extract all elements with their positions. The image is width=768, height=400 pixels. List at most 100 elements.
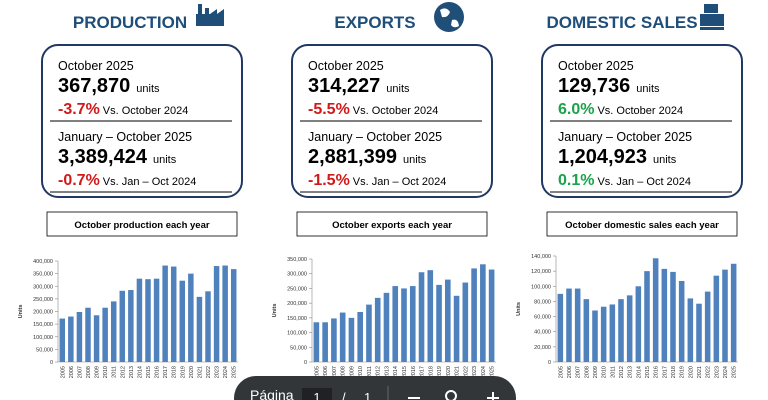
x-tick-label: 2016 <box>411 366 417 378</box>
compare-label: Vs. October 2024 <box>353 105 439 117</box>
y-axis-label: Units <box>272 304 278 318</box>
stat-number: 314,227 <box>308 75 380 97</box>
y-tick-label: 250,000 <box>33 297 53 303</box>
y-tick-label: 250,000 <box>287 286 307 292</box>
page-input[interactable] <box>302 388 332 400</box>
stat-value: 367,870 units <box>58 75 160 97</box>
bar <box>170 266 177 362</box>
bar <box>618 299 624 362</box>
bar <box>179 280 186 362</box>
x-tick-label: 2010 <box>103 366 109 378</box>
bar <box>445 279 451 362</box>
bar <box>339 312 346 362</box>
x-tick-label: 2025 <box>490 366 496 378</box>
y-tick-label: 300,000 <box>287 272 307 278</box>
y-tick-label: 350,000 <box>287 257 307 263</box>
panel-title: DOMESTIC SALES <box>546 13 697 32</box>
compare-label: Vs. October 2024 <box>597 105 683 117</box>
y-tick-label: 150,000 <box>287 316 307 322</box>
compare-label: Vs. Jan – Oct 2024 <box>353 176 447 188</box>
page-number: 1 <box>313 390 320 400</box>
zoom-in[interactable] <box>487 392 499 400</box>
bar <box>145 279 151 362</box>
x-tick-label: 2024 <box>481 366 487 378</box>
y-tick-label: 100,000 <box>287 331 307 337</box>
x-tick-label: 2015 <box>402 366 408 378</box>
x-tick-label: 2022 <box>706 366 712 378</box>
x-tick-label: 2018 <box>671 366 677 378</box>
bar <box>574 288 581 362</box>
x-tick-label: 2017 <box>420 366 426 378</box>
x-tick-label: 2011 <box>112 366 118 378</box>
period-label: January – October 2025 <box>558 130 692 144</box>
x-tick-label: 2020 <box>688 366 694 378</box>
bar <box>471 268 477 362</box>
y-tick-label: 120,000 <box>531 269 551 275</box>
bar <box>230 269 237 362</box>
x-tick-label: 2010 <box>358 366 364 378</box>
x-tick-label: 2009 <box>349 366 355 378</box>
stat-unit: units <box>403 154 427 166</box>
y-tick-label: 300,000 <box>33 284 53 290</box>
bar <box>427 270 434 362</box>
x-tick-label: 2025 <box>232 366 238 378</box>
x-tick-label: 2012 <box>376 366 382 378</box>
y-tick-label: 60,000 <box>534 315 551 321</box>
bar <box>188 273 194 362</box>
bar <box>119 290 126 362</box>
bar <box>583 299 590 362</box>
x-tick-label: 2006 <box>69 366 75 378</box>
stat-number: 3,389,424 <box>58 146 148 168</box>
x-tick-label: 2005 <box>314 366 320 378</box>
stat-value: 314,227 units <box>308 75 410 97</box>
x-tick-label: 2019 <box>680 366 686 378</box>
y-tick-label: 150,000 <box>33 322 53 328</box>
x-tick-label: 2022 <box>206 366 212 378</box>
stat-unit: units <box>636 83 660 95</box>
period-label: October 2025 <box>558 59 634 73</box>
y-tick-label: 200,000 <box>33 310 53 316</box>
change-line: 0.1% Vs. Jan – Oct 2024 <box>558 172 691 189</box>
change-value: -1.5% <box>308 172 350 189</box>
stat-number: 1,204,923 <box>558 146 647 168</box>
bar <box>409 286 416 362</box>
change-value: 6.0% <box>558 101 594 118</box>
period-label: January – October 2025 <box>58 130 192 144</box>
bar <box>331 318 337 362</box>
y-tick-label: 0 <box>548 360 551 366</box>
bar <box>357 311 363 362</box>
chart-caption: October domestic sales each year <box>565 220 719 231</box>
x-tick-label: 2014 <box>636 366 642 378</box>
x-tick-label: 2021 <box>197 366 203 378</box>
x-tick-label: 2020 <box>189 366 195 378</box>
bar <box>59 318 66 362</box>
panel-title: EXPORTS <box>334 13 415 32</box>
globe-icon <box>434 2 464 32</box>
x-tick-label: 2005 <box>60 366 66 378</box>
bar <box>102 307 108 362</box>
caption-box <box>546 211 738 237</box>
y-tick-label: 140,000 <box>531 254 551 260</box>
stat-number: 129,736 <box>558 75 630 97</box>
bar <box>652 258 659 362</box>
bar <box>453 295 460 362</box>
bar <box>205 291 211 362</box>
bar <box>85 307 91 362</box>
x-tick-label: 2017 <box>662 366 668 378</box>
y-tick-label: 80,000 <box>534 299 551 305</box>
bar <box>93 315 100 362</box>
zoom-fit[interactable] <box>445 390 457 400</box>
x-tick-label: 2008 <box>86 366 92 378</box>
change-value: -3.7% <box>58 101 100 118</box>
x-tick-label: 2013 <box>384 366 390 378</box>
stat-value: 2,881,399 units <box>308 146 427 168</box>
y-axis-label: Units <box>516 302 522 316</box>
caption-box <box>296 211 488 237</box>
bar <box>436 284 442 362</box>
chart-caption: October production each year <box>74 220 209 231</box>
x-tick-label: 2017 <box>163 366 169 378</box>
bar <box>661 268 668 362</box>
x-tick-label: 2018 <box>172 366 178 378</box>
bar <box>722 269 728 362</box>
change-line: -5.5% Vs. October 2024 <box>308 101 438 118</box>
